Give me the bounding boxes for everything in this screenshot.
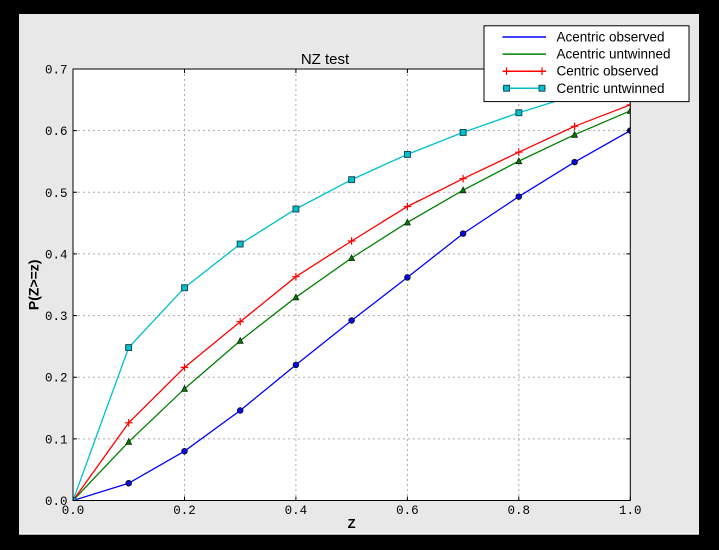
svg-text:Centric observed: Centric observed <box>557 64 659 79</box>
svg-text:0.0: 0.0 <box>45 495 68 509</box>
svg-text:0.6: 0.6 <box>396 504 419 518</box>
svg-text:0.6: 0.6 <box>45 125 68 139</box>
svg-text:0.2: 0.2 <box>45 372 68 386</box>
svg-text:0.8: 0.8 <box>508 504 531 518</box>
svg-text:Z: Z <box>348 516 356 531</box>
svg-text:0.2: 0.2 <box>173 504 196 518</box>
svg-text:0.4: 0.4 <box>45 248 68 262</box>
svg-text:0.5: 0.5 <box>45 187 68 201</box>
svg-text:0.7: 0.7 <box>45 64 68 78</box>
svg-text:0.1: 0.1 <box>45 433 68 447</box>
svg-text:Acentric untwinned: Acentric untwinned <box>557 47 671 62</box>
svg-text:P(Z>=z): P(Z>=z) <box>26 260 42 311</box>
svg-text:Acentric observed: Acentric observed <box>557 30 665 45</box>
svg-text:Centric untwinned: Centric untwinned <box>557 81 665 96</box>
svg-text:0.3: 0.3 <box>45 310 68 324</box>
svg-text:0.4: 0.4 <box>285 504 308 518</box>
svg-text:0.0: 0.0 <box>62 504 85 518</box>
svg-text:1.0: 1.0 <box>619 504 642 518</box>
svg-text:NZ test: NZ test <box>301 51 350 68</box>
